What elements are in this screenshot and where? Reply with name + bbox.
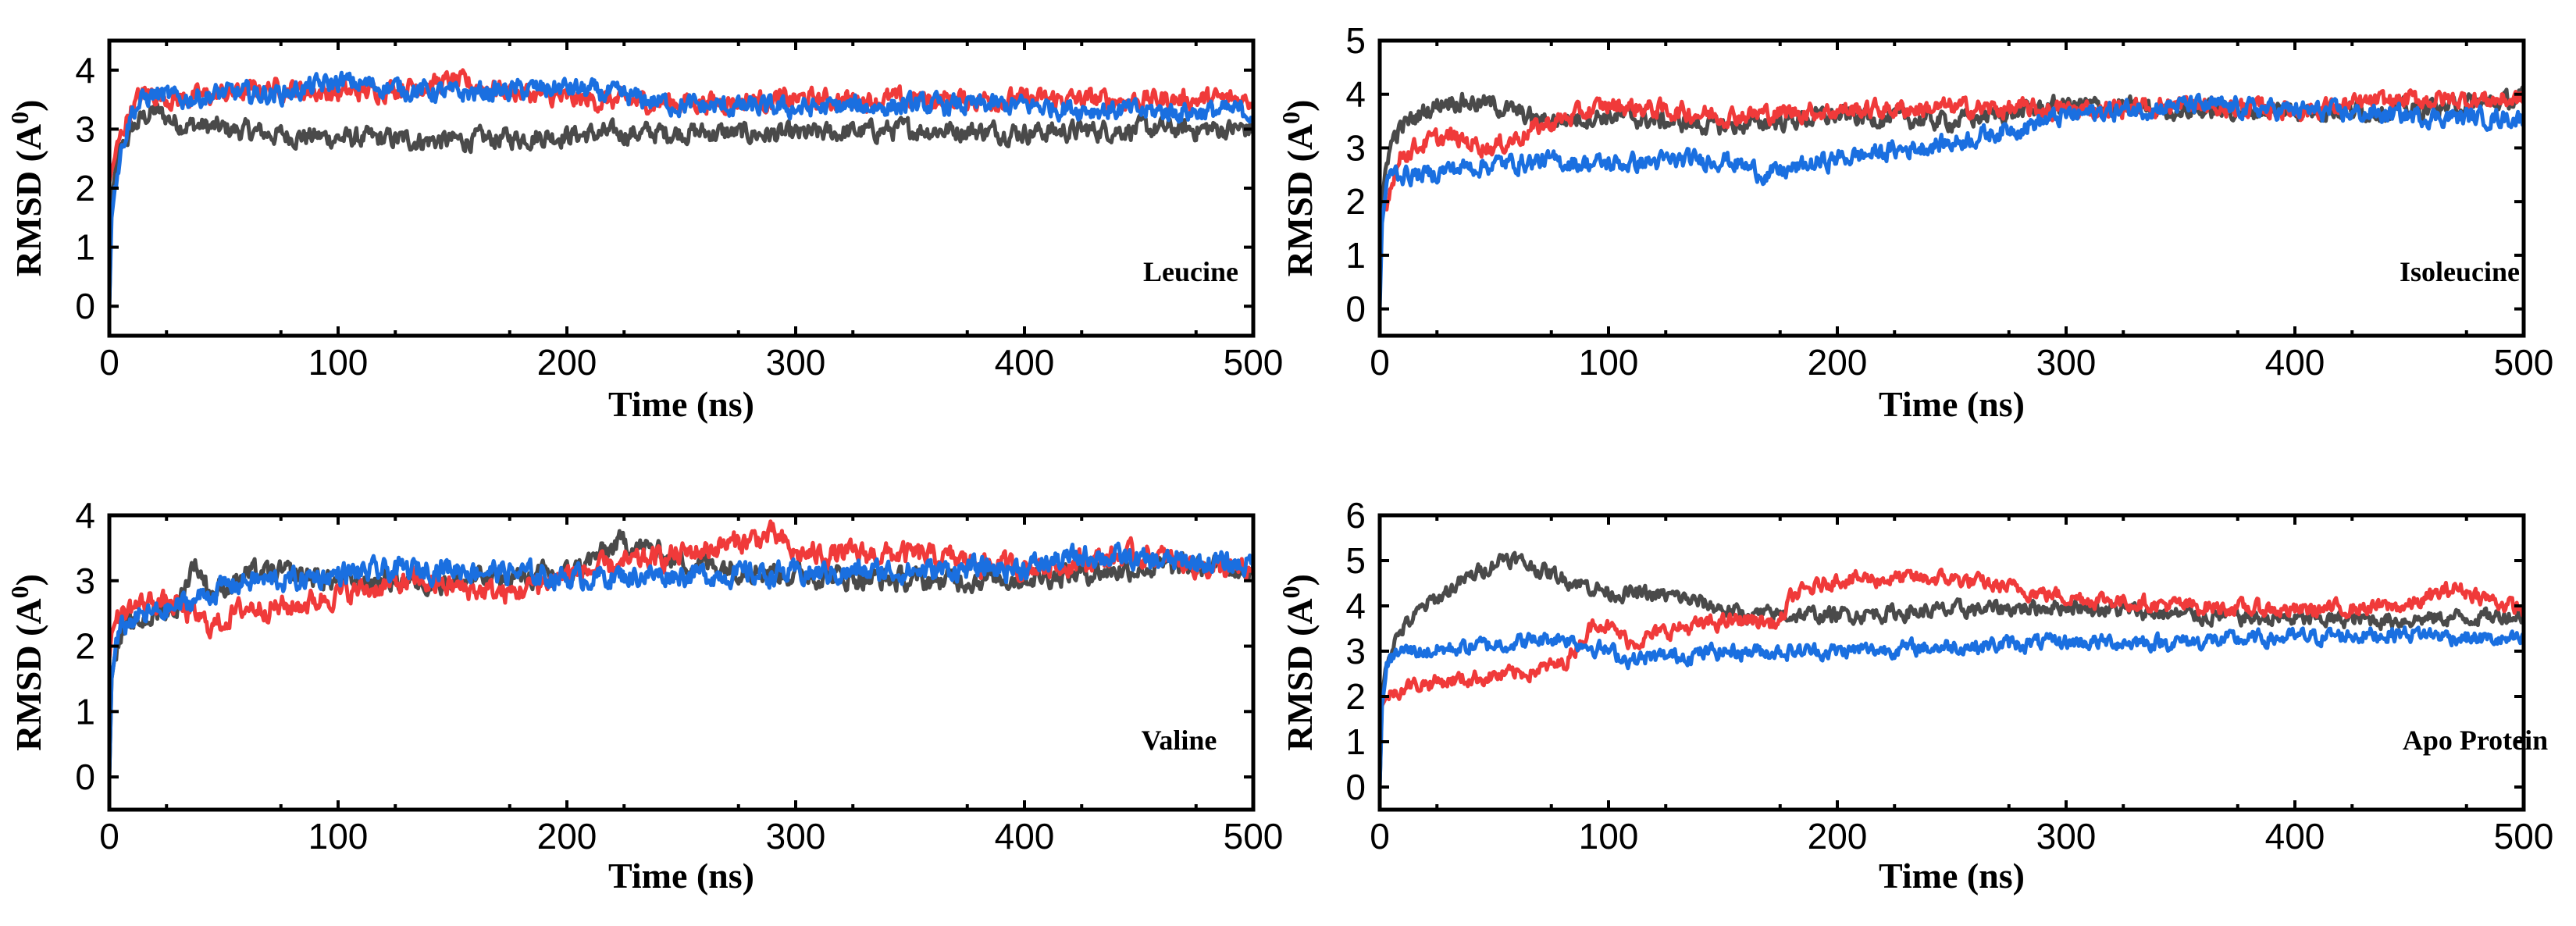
y-tick-label: 0 <box>1345 289 1366 329</box>
y-axis-title: RMSD (A0) <box>1277 574 1320 751</box>
x-axis-title: Time (ns) <box>608 856 754 896</box>
x-tick-label: 0 <box>99 342 119 383</box>
series-line-blue <box>109 541 1253 779</box>
panel-0: 0 100 200 300 400 500 0 1 2 3 4 Time (ns) RMSD (A0) L… <box>5 38 1284 424</box>
y-tick-label: 1 <box>1345 235 1366 276</box>
series-line-gray <box>1380 550 2524 789</box>
y-tick-label: 3 <box>75 561 95 601</box>
y-tick-label: 1 <box>1345 721 1366 762</box>
y-tick-label: 4 <box>1345 586 1366 626</box>
y-tick-label: 0 <box>75 286 95 326</box>
y-tick-label: 3 <box>1345 631 1366 671</box>
x-tick-label: 200 <box>1808 342 1868 383</box>
plot-frame <box>107 38 1256 338</box>
y-tick-label: 1 <box>75 691 95 732</box>
x-axis-title: Time (ns) <box>1879 856 2025 896</box>
y-axis-title: RMSD (A0) <box>5 100 48 277</box>
y-tick-label: 2 <box>1345 181 1366 222</box>
x-tick-label: 300 <box>2036 816 2097 857</box>
y-tick-label: 6 <box>1345 495 1366 536</box>
panel-1: 0 100 200 300 400 500 0 1 2 3 4 5 Time (ns) RMSD (A0)… <box>1277 20 2553 424</box>
y-axis-title: RMSD (A0) <box>1277 100 1320 277</box>
x-tick-label: 300 <box>766 816 826 857</box>
y-tick-label: 0 <box>1345 767 1366 807</box>
x-tick-label: 400 <box>2265 816 2325 857</box>
y-tick-label: 1 <box>75 227 95 268</box>
series-line-blue <box>1380 92 2524 312</box>
series-line-red <box>109 519 1253 661</box>
x-tick-label: 500 <box>1224 816 1284 857</box>
y-tick-label: 5 <box>1345 540 1366 581</box>
x-tick-label: 500 <box>2494 342 2554 383</box>
x-tick-label: 400 <box>995 342 1055 383</box>
y-axis-title: RMSD (A0) <box>5 574 48 751</box>
plot-frame <box>107 513 1256 812</box>
y-tick-label: 2 <box>1345 676 1366 717</box>
y-tick-label: 3 <box>1345 127 1366 168</box>
y-tick-label: 4 <box>1345 74 1366 115</box>
series-line-red <box>1380 567 2524 721</box>
series-line-blue <box>1380 625 2524 789</box>
y-tick-label: 2 <box>75 626 95 667</box>
x-tick-label: 400 <box>2265 342 2325 383</box>
plot-frame <box>1377 38 2526 338</box>
x-tick-label: 100 <box>1579 342 1639 383</box>
panel-title: Leucine <box>1143 256 1238 287</box>
x-tick-label: 500 <box>1224 342 1284 383</box>
x-tick-label: 300 <box>766 342 826 383</box>
panel-title: Valine <box>1142 725 1217 756</box>
x-tick-label: 0 <box>1370 342 1390 383</box>
x-tick-label: 200 <box>1808 816 1868 857</box>
x-tick-label: 300 <box>2036 342 2097 383</box>
x-tick-label: 400 <box>995 816 1055 857</box>
y-tick-label: 4 <box>75 50 95 91</box>
panel-2: 0 100 200 300 400 500 0 1 2 3 4 Time (ns) RMSD (A0) V… <box>5 495 1283 896</box>
x-tick-label: 100 <box>308 342 369 383</box>
x-tick-label: 200 <box>537 816 597 857</box>
x-tick-label: 100 <box>308 816 369 857</box>
x-tick-label: 100 <box>1579 816 1639 857</box>
plot-frame <box>1377 513 2526 812</box>
x-axis-title: Time (ns) <box>1879 384 2025 424</box>
y-tick-label: 4 <box>75 495 95 536</box>
series-line-blue <box>109 70 1253 308</box>
y-tick-label: 0 <box>75 757 95 797</box>
panel-title: Apo Protein <box>2403 725 2548 756</box>
x-tick-label: 200 <box>537 342 597 383</box>
x-axis-title: Time (ns) <box>608 384 754 424</box>
y-tick-label: 3 <box>75 109 95 149</box>
x-tick-label: 0 <box>1370 816 1390 857</box>
series-line-gray <box>109 102 1253 308</box>
series-line-red <box>1380 88 2524 230</box>
panel-title: Isoleucine <box>2400 256 2520 287</box>
x-tick-label: 0 <box>99 816 119 857</box>
y-tick-label: 2 <box>75 168 95 208</box>
y-tick-label: 5 <box>1345 20 1366 61</box>
x-tick-label: 500 <box>2494 816 2554 857</box>
